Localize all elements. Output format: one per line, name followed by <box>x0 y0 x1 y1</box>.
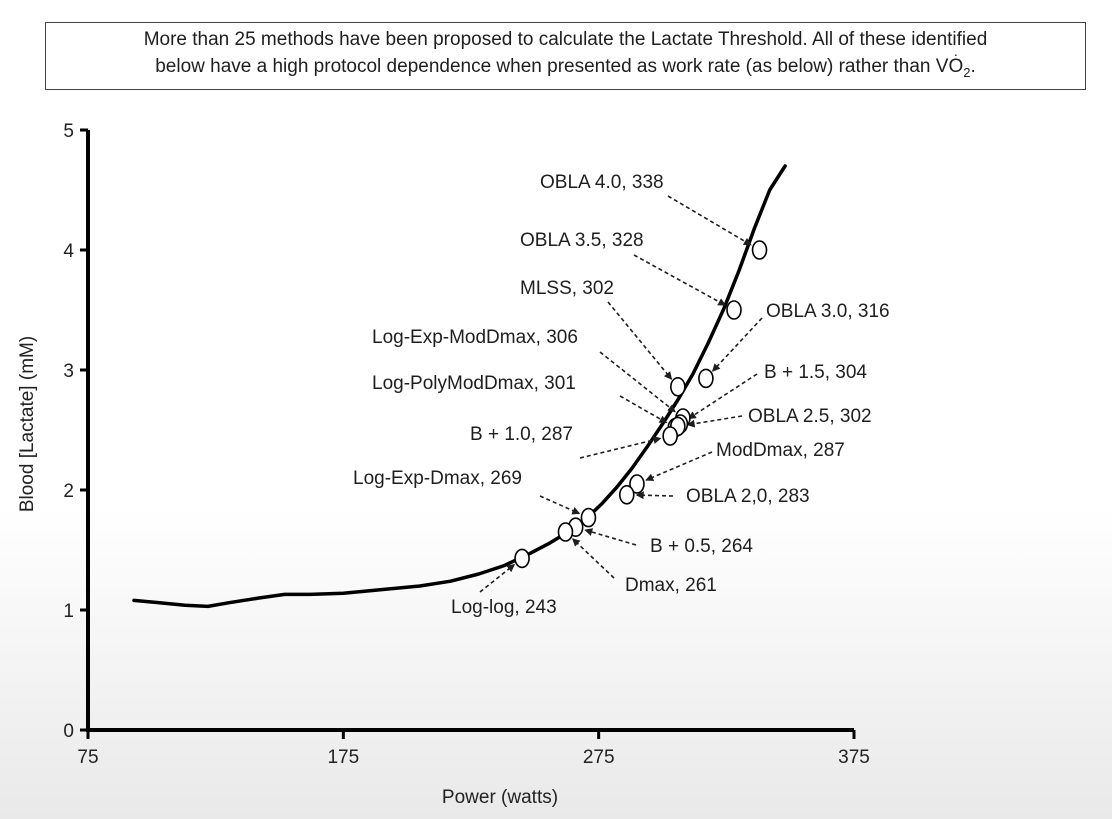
lactate-curve-layer <box>132 164 787 609</box>
annotation-arrow <box>479 564 516 593</box>
annotation-label: Dmax, 261 <box>625 575 717 596</box>
annotation-label: OBLA 3.0, 316 <box>766 301 890 322</box>
annotation-arrow <box>607 301 673 380</box>
annotation-label: Log-PolyModDmax, 301 <box>372 373 576 394</box>
annotation-label: B + 1.0, 287 <box>470 424 573 445</box>
threshold-marker <box>557 522 574 542</box>
y-tick-label: 2 <box>63 481 74 502</box>
lactate-curve-line <box>132 164 787 609</box>
annotation-arrow <box>633 254 727 306</box>
caption-line-1: More than 25 methods have been proposed … <box>143 29 988 51</box>
threshold-marker <box>629 474 645 494</box>
y-tick-label: 1 <box>63 601 74 622</box>
threshold-marker <box>698 368 714 389</box>
annotation-labels: OBLA 4.0, 338 OBLA 3.5, 328 OBLA 3.0, 316 M… <box>353 172 890 618</box>
threshold-marker <box>514 548 530 569</box>
annotation-arrow <box>712 317 763 372</box>
threshold-markers <box>514 240 768 569</box>
chart-axes: 0 1 2 3 4 5 75 175 275 375 <box>63 121 869 768</box>
annotation-arrow <box>584 528 637 546</box>
annotation-arrow <box>619 395 668 424</box>
annotation-arrow <box>667 195 752 246</box>
x-tick-label: 275 <box>583 747 615 768</box>
annotation-label: Log-Exp-ModDmax, 306 <box>372 327 578 348</box>
annotation-label: B + 0.5, 264 <box>650 536 753 557</box>
threshold-marker <box>662 426 678 446</box>
y-tick-label: 5 <box>63 121 74 142</box>
x-tick-label: 75 <box>77 747 98 768</box>
y-tick-label: 4 <box>63 241 74 262</box>
threshold-marker <box>751 240 768 260</box>
annotation-arrow <box>539 495 581 515</box>
annotation-label: OBLA 2.5, 302 <box>748 406 872 427</box>
threshold-marker <box>618 484 635 505</box>
y-axis-title: Blood [Lactate] (mM) <box>17 336 38 512</box>
y-tick-label: 0 <box>63 721 74 742</box>
threshold-marker <box>726 300 742 320</box>
annotation-arrow <box>635 491 674 500</box>
threshold-marker <box>580 507 597 528</box>
annotation-arrows <box>479 195 763 593</box>
annotation-label: ModDmax, 287 <box>716 440 845 461</box>
annotation-label: Log-log, 243 <box>451 597 557 618</box>
annotation-arrow <box>686 415 743 428</box>
annotation-label: MLSS, 302 <box>520 278 614 299</box>
x-tick-label: 375 <box>838 747 870 768</box>
y-tick-label: 3 <box>63 361 74 382</box>
chart-caption-box: More than 25 methods have been proposed … <box>45 22 1086 90</box>
annotation-arrow <box>645 451 713 482</box>
annotation-arrow <box>579 436 662 459</box>
annotation-label: OBLA 3.5, 328 <box>520 230 644 251</box>
annotation-label: OBLA 2,0, 283 <box>686 486 810 507</box>
annotation-label: Log-Exp-Dmax, 269 <box>353 468 522 489</box>
caption-line-2: below have a high protocol dependence wh… <box>155 46 976 80</box>
annotation-arrow <box>599 351 676 413</box>
x-axis-title: Power (watts) <box>442 787 558 808</box>
annotation-label: B + 1.5, 304 <box>764 362 867 383</box>
x-tick-label: 175 <box>327 747 359 768</box>
annotation-label: OBLA 4.0, 338 <box>540 172 664 193</box>
threshold-marker <box>670 376 686 397</box>
annotation-arrow <box>572 538 615 579</box>
